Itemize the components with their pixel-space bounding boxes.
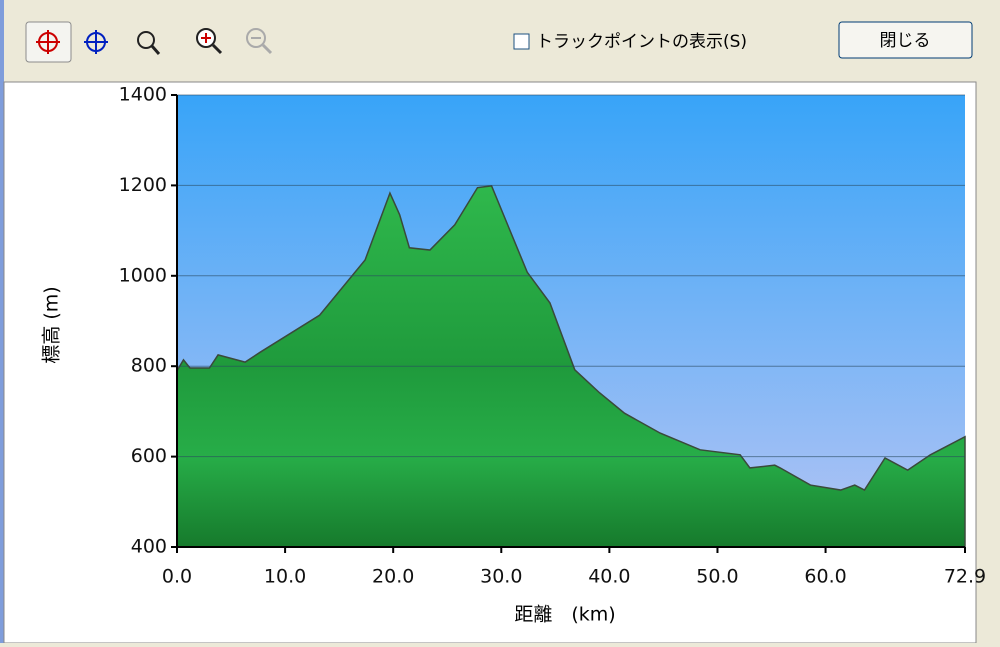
close-button-label: 閉じる bbox=[880, 31, 931, 51]
checkbox[interactable] bbox=[513, 33, 530, 50]
tool-zoom-out[interactable] bbox=[246, 28, 266, 48]
x-tick-label: 0.0 bbox=[162, 566, 192, 588]
y-tick-label: 1200 bbox=[119, 174, 167, 196]
window-border bbox=[0, 0, 4, 643]
x-axis-label: 距離 (km) bbox=[514, 604, 615, 626]
icon bbox=[261, 43, 273, 55]
x-tick-label: 60.0 bbox=[804, 566, 846, 588]
y-tick-label: 1400 bbox=[119, 84, 167, 106]
close-button[interactable] bbox=[838, 21, 973, 59]
x-tick-label: 20.0 bbox=[372, 566, 414, 588]
icon bbox=[150, 45, 161, 55]
x-tick-label: 30.0 bbox=[480, 566, 522, 588]
y-tick-label: 400 bbox=[131, 536, 167, 558]
x-tick-label: 50.0 bbox=[696, 566, 738, 588]
checkbox-label: トラックポイントの表示(S) bbox=[536, 32, 747, 52]
x-tick-label: 72.9 bbox=[944, 566, 986, 588]
y-tick-label: 1000 bbox=[119, 264, 167, 286]
x-tick-label: 10.0 bbox=[264, 566, 306, 588]
y-axis-label: 標高 (m) bbox=[41, 286, 63, 363]
x-tick-label: 40.0 bbox=[588, 566, 630, 588]
toolbar: トラックポイントの表示(S) 閉じる bbox=[25, 21, 973, 63]
y-tick-label: 800 bbox=[131, 355, 167, 377]
y-tick-label: 600 bbox=[131, 445, 167, 467]
icon bbox=[211, 43, 223, 55]
tool-zoom-area[interactable] bbox=[137, 31, 155, 49]
